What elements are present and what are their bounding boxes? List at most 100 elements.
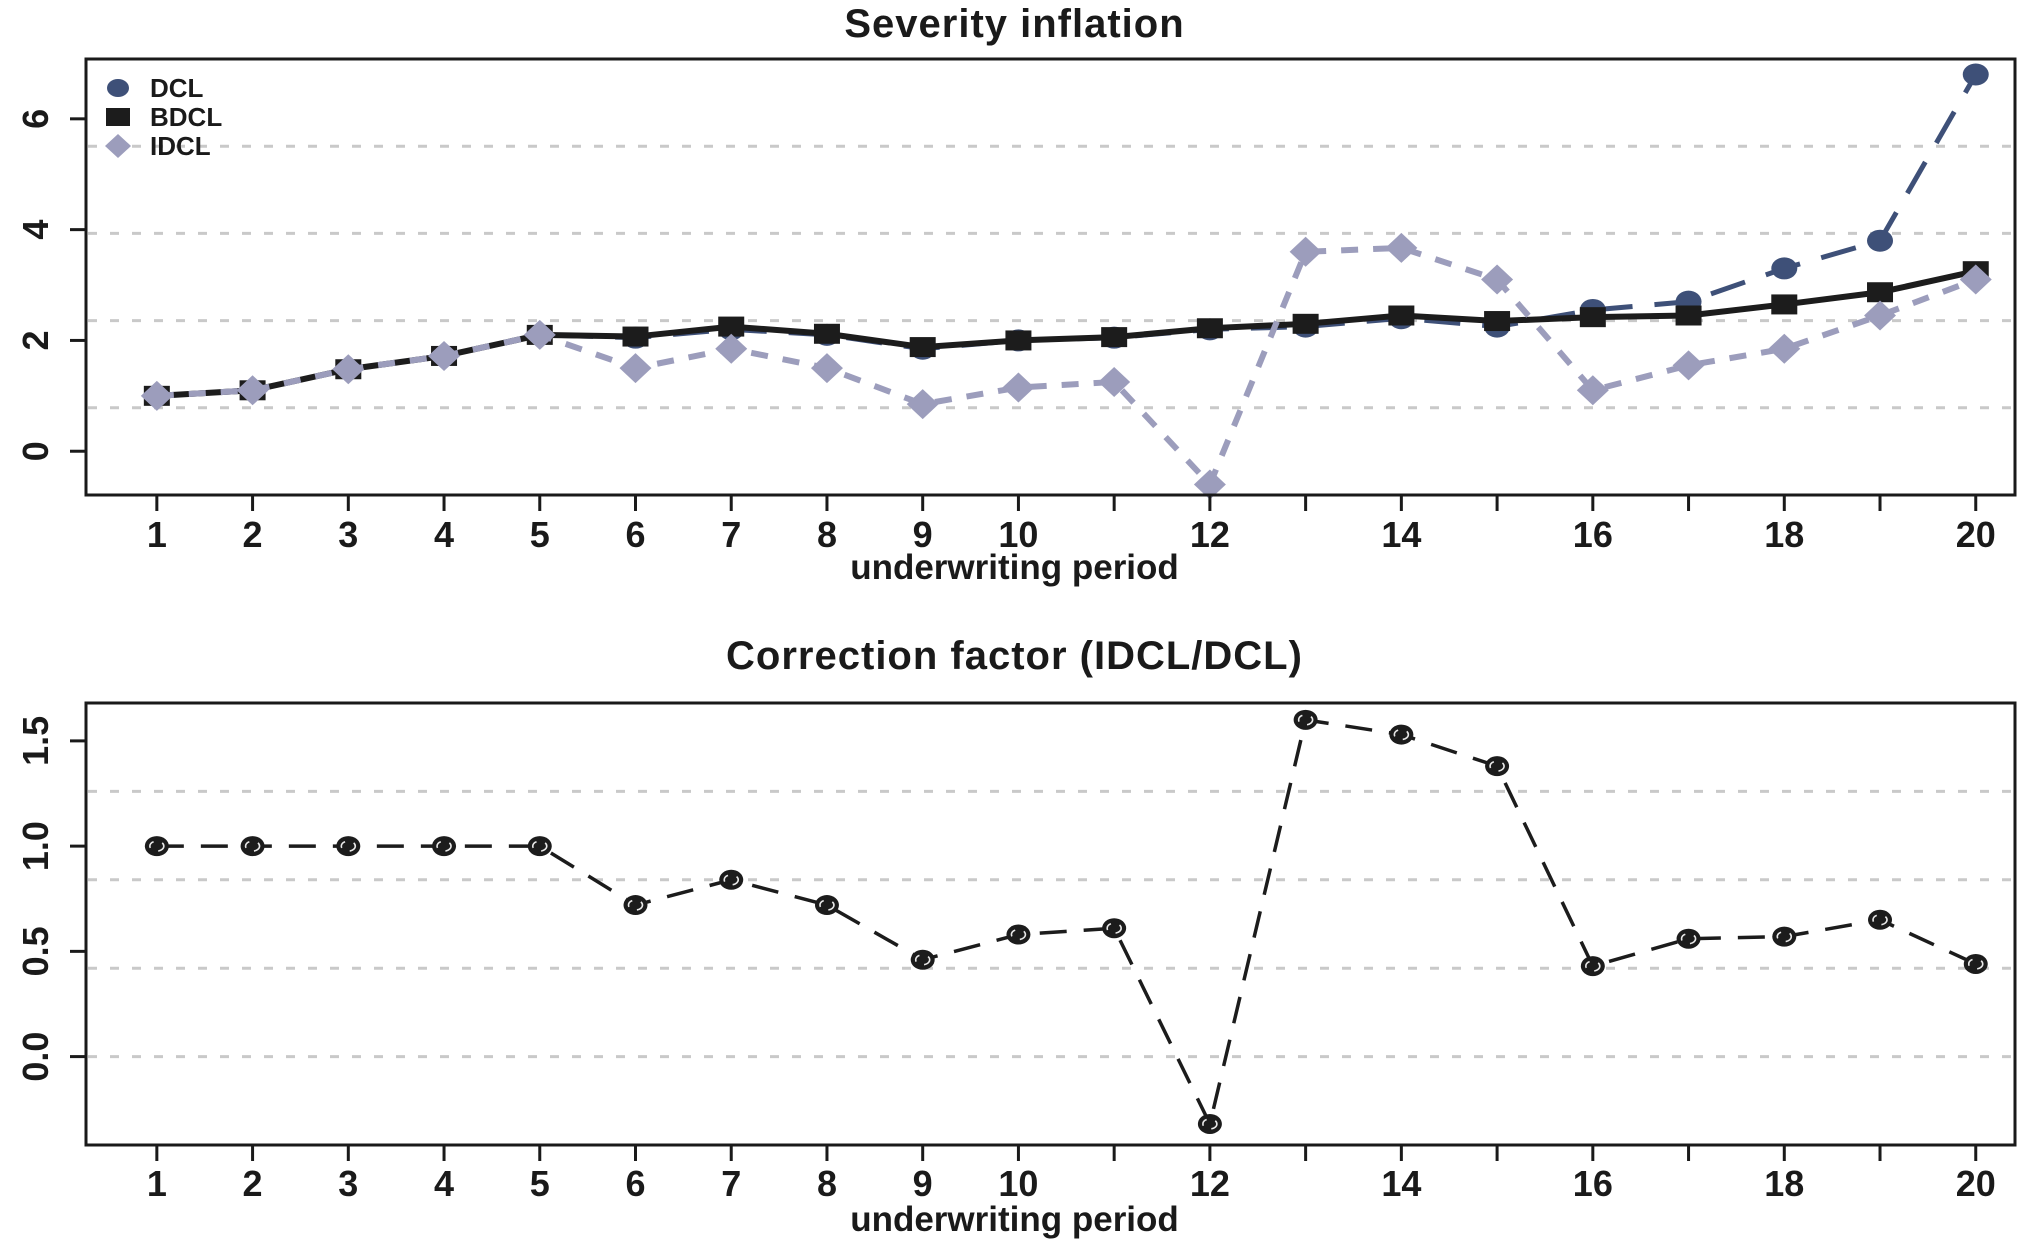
series-line-IDCL-DCL xyxy=(156,717,1977,1130)
severity-chart-title: Severity inflation xyxy=(844,2,1185,46)
marker-BDCL-16 xyxy=(1579,307,1606,328)
marker-IDCL-DCL-12 xyxy=(1197,1113,1222,1134)
plot-box xyxy=(84,701,2017,1147)
x-tick-label: 14 xyxy=(1381,1163,1421,1204)
marker-IDCL-DCL-4-ring xyxy=(436,840,452,852)
marker-IDCL-DCL-11 xyxy=(1102,918,1127,939)
marker-IDCL-DCL-13-ring xyxy=(1297,714,1314,726)
marker-BDCL-7 xyxy=(718,316,745,337)
marker-IDCL-13 xyxy=(1289,236,1322,267)
x-tick-label: 10 xyxy=(998,1163,1038,1204)
marker-IDCL-DCL-16 xyxy=(1580,956,1605,977)
x-tick-label: 18 xyxy=(1764,1163,1804,1204)
x-tick-label: 12 xyxy=(1190,1163,1230,1204)
x-tick-label: 12 xyxy=(1190,514,1230,555)
marker-IDCL-DCL-3 xyxy=(336,836,361,857)
x-tick-label: 2 xyxy=(243,1163,263,1204)
y-tick-label: 4 xyxy=(15,220,56,240)
marker-IDCL-DCL-6 xyxy=(623,895,648,916)
y-tick-label: 1.0 xyxy=(15,821,56,871)
x-tick-label: 2 xyxy=(243,514,263,555)
y-tick-label: 0.5 xyxy=(15,926,56,976)
marker-BDCL-18 xyxy=(1771,294,1798,315)
legend-symbol-IDCL xyxy=(105,134,131,158)
marker-IDCL-DCL-16-ring xyxy=(1585,960,1601,972)
marker-IDCL-DCL-18-ring xyxy=(1776,930,1793,943)
marker-DCL-20 xyxy=(1962,63,1989,86)
marker-IDCL-DCL-2-ring xyxy=(244,840,261,852)
marker-IDCL-DCL-12-ring xyxy=(1202,1118,1218,1130)
marker-IDCL-DCL-17 xyxy=(1676,928,1701,949)
marker-IDCL-DCL-8 xyxy=(814,895,839,916)
x-tick-label: 6 xyxy=(625,1163,645,1204)
series-line-DCL xyxy=(156,73,1978,399)
marker-BDCL-12 xyxy=(1196,318,1223,339)
marker-IDCL-2 xyxy=(236,375,269,406)
x-tick-label: 9 xyxy=(913,514,933,555)
x-tick-label: 16 xyxy=(1573,1163,1613,1204)
x-tick-label: 1 xyxy=(147,514,167,555)
marker-IDCL-DCL-9-ring xyxy=(914,953,931,966)
legend-label-BDCL: BDCL xyxy=(150,102,222,132)
marker-IDCL-DCL-18 xyxy=(1772,926,1797,947)
marker-IDCL-DCL-2 xyxy=(240,836,265,857)
x-tick-label: 7 xyxy=(721,514,741,555)
legend-symbol-DCL xyxy=(107,79,129,97)
x-tick-label: 1 xyxy=(147,1163,167,1204)
marker-IDCL-15 xyxy=(1481,264,1514,295)
marker-IDCL-17 xyxy=(1672,350,1705,381)
severity-chart-x-axis-label: underwriting period xyxy=(850,548,1179,587)
x-tick-label: 5 xyxy=(530,514,550,555)
marker-IDCL-DCL-4 xyxy=(432,836,457,857)
x-tick-label: 14 xyxy=(1381,514,1421,555)
marker-IDCL-DCL-19 xyxy=(1868,909,1893,930)
marker-IDCL-DCL-10-ring xyxy=(1010,928,1027,941)
marker-IDCL-DCL-7 xyxy=(719,869,744,890)
correction-chart-title: Correction factor (IDCL/DCL) xyxy=(726,634,1303,678)
marker-DCL-19 xyxy=(1867,229,1894,252)
x-tick-label: 20 xyxy=(1956,514,1996,555)
marker-IDCL-DCL-15 xyxy=(1485,756,1510,777)
marker-DCL-18 xyxy=(1771,257,1798,280)
legend-symbol-BDCL xyxy=(106,108,130,126)
marker-IDCL-1 xyxy=(140,380,173,411)
marker-BDCL-14 xyxy=(1388,305,1415,326)
series-line-BDCL xyxy=(156,268,1977,399)
marker-IDCL-20 xyxy=(1959,264,1992,295)
marker-BDCL-19 xyxy=(1867,282,1894,303)
marker-IDCL-12 xyxy=(1193,469,1226,500)
y-tick-label: 0.0 xyxy=(15,1032,56,1082)
marker-IDCL-9 xyxy=(906,389,939,420)
x-tick-label: 6 xyxy=(625,514,645,555)
marker-BDCL-17 xyxy=(1675,305,1702,326)
x-tick-label: 4 xyxy=(434,514,454,555)
marker-IDCL-DCL-14 xyxy=(1389,724,1414,745)
marker-IDCL-DCL-1 xyxy=(144,836,169,857)
marker-IDCL-DCL-7-ring xyxy=(723,873,740,886)
series-line-IDCL xyxy=(156,244,1977,490)
marker-BDCL-13 xyxy=(1292,313,1319,334)
legend-label-IDCL: IDCL xyxy=(150,131,211,161)
y-tick-label: 2 xyxy=(15,330,56,350)
correction-factor-chart: 1 2 3 4 5 6 7 8 9 10 12 14 16 18 200.00.51.01.5 xyxy=(15,701,2017,1204)
marker-IDCL-8 xyxy=(810,353,843,384)
legend-label-DCL: DCL xyxy=(150,73,204,103)
marker-IDCL-11 xyxy=(1098,366,1131,397)
marker-IDCL-7 xyxy=(715,333,748,364)
marker-IDCL-DCL-10 xyxy=(1006,924,1031,945)
marker-IDCL-16 xyxy=(1576,375,1609,406)
marker-BDCL-15 xyxy=(1484,311,1511,332)
marker-IDCL-18 xyxy=(1768,333,1801,364)
marker-IDCL-DCL-5 xyxy=(527,836,552,857)
marker-IDCL-DCL-5-ring xyxy=(531,840,548,852)
y-tick-label: 0 xyxy=(15,441,56,461)
marker-BDCL-8 xyxy=(813,323,840,344)
marker-IDCL-5 xyxy=(523,319,556,350)
x-tick-label: 8 xyxy=(817,514,837,555)
marker-IDCL-DCL-20-ring xyxy=(1967,958,1984,970)
marker-IDCL-DCL-13 xyxy=(1293,709,1318,730)
marker-IDCL-DCL-20 xyxy=(1963,953,1988,974)
x-tick-label: 3 xyxy=(338,1163,358,1204)
x-tick-label: 9 xyxy=(913,1163,933,1204)
marker-IDCL-DCL-14-ring xyxy=(1393,728,1410,741)
